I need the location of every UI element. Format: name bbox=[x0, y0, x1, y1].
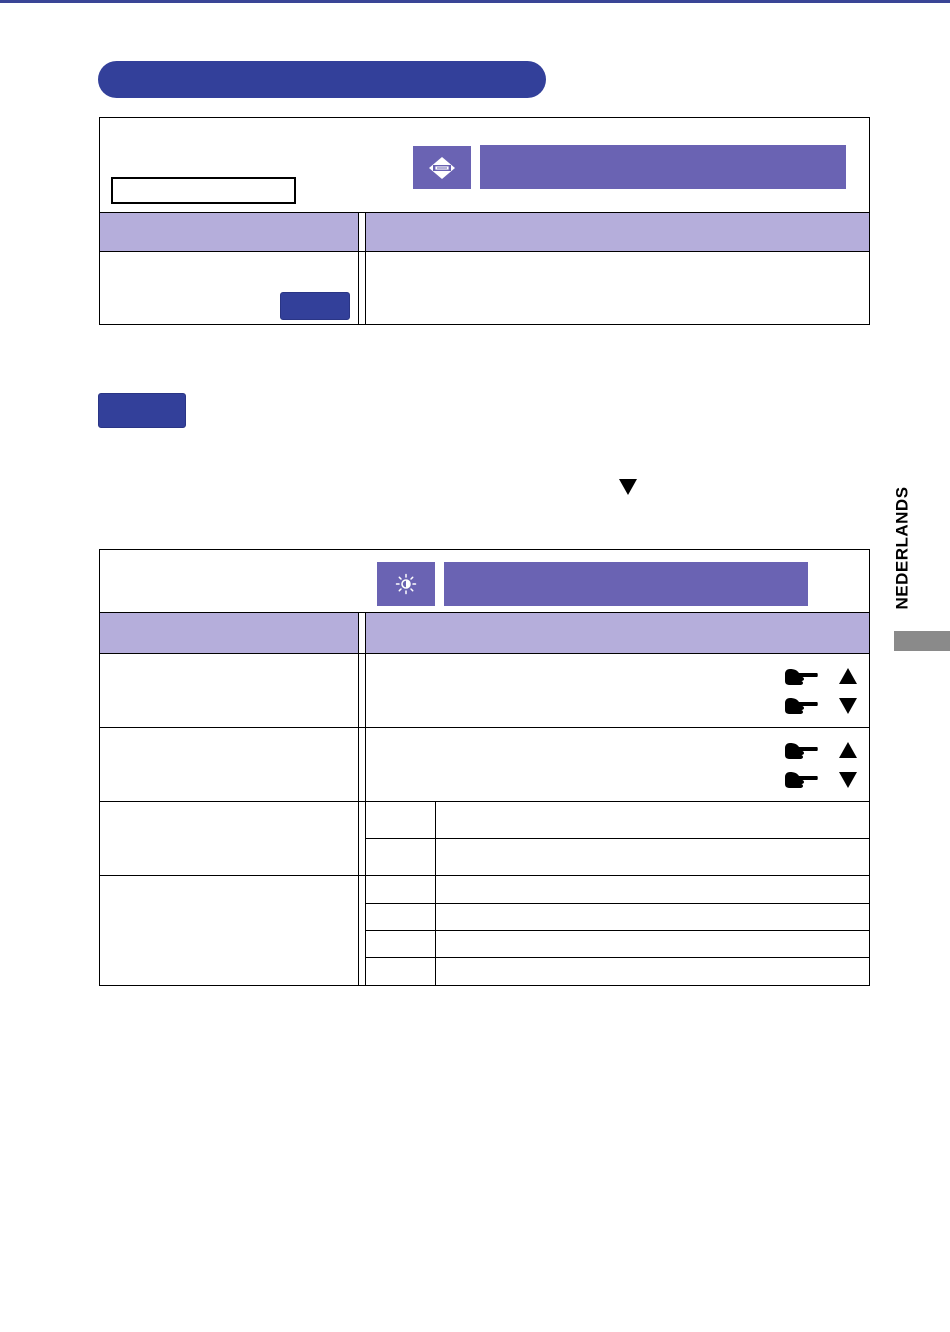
menu-title-bar bbox=[480, 145, 846, 189]
pointing-hand-icon bbox=[785, 698, 818, 714]
section-title-bar bbox=[98, 61, 546, 98]
divider bbox=[100, 727, 869, 728]
pointing-hand-icon bbox=[785, 669, 818, 685]
divider bbox=[100, 251, 869, 252]
menu-path-field bbox=[111, 177, 296, 204]
down-triangle-icon bbox=[619, 479, 637, 495]
divider bbox=[365, 838, 869, 839]
divider bbox=[100, 212, 869, 213]
column-header-left bbox=[100, 213, 358, 251]
column-header-left bbox=[100, 613, 358, 653]
menu-title-bar bbox=[444, 562, 808, 606]
down-triangle-icon bbox=[839, 698, 857, 714]
divider bbox=[100, 612, 869, 613]
adjustment-table-size bbox=[99, 117, 870, 325]
divider bbox=[365, 957, 869, 958]
direct-key-button[interactable] bbox=[280, 292, 350, 320]
language-side-label: NEDERLANDS bbox=[893, 486, 912, 610]
divider bbox=[358, 212, 359, 324]
column-header-right bbox=[366, 613, 869, 653]
top-rule bbox=[0, 0, 950, 3]
divider bbox=[365, 612, 366, 985]
pointing-hand-icon bbox=[785, 772, 818, 788]
divider bbox=[365, 212, 366, 324]
divider bbox=[100, 653, 869, 654]
direct-badge bbox=[98, 393, 186, 428]
brightness-sun-icon bbox=[377, 562, 435, 606]
size-icon bbox=[413, 146, 471, 189]
up-triangle-icon bbox=[839, 668, 857, 684]
pointing-hand-icon bbox=[785, 743, 818, 759]
down-triangle-icon bbox=[839, 772, 857, 788]
adjustment-table-brightness bbox=[99, 549, 870, 986]
divider bbox=[435, 801, 436, 985]
language-side-tab bbox=[894, 631, 950, 651]
divider bbox=[365, 930, 869, 931]
divider bbox=[365, 903, 869, 904]
divider bbox=[100, 875, 869, 876]
up-triangle-icon bbox=[839, 742, 857, 758]
divider bbox=[100, 801, 869, 802]
column-header-right bbox=[366, 213, 869, 251]
divider bbox=[358, 612, 359, 985]
